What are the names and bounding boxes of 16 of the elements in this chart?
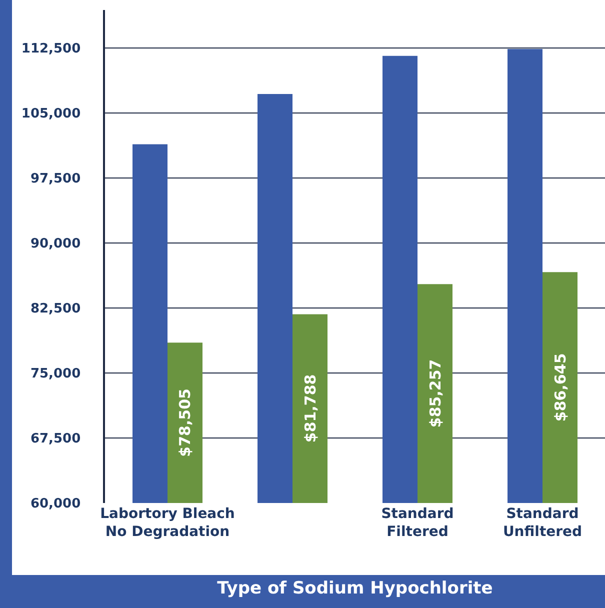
y-tick-label: 97,500 <box>30 172 81 187</box>
y-tick-label: 112,500 <box>21 42 81 57</box>
y-tick-label: 82,500 <box>30 302 81 317</box>
x-tick-label: Labortory Bleach No Degradation <box>100 506 235 540</box>
data-label: $81,788 <box>301 374 320 443</box>
x-axis-title: Type of Sodium Hypochlorite <box>217 578 493 599</box>
x-tick-label: Standard Unfiltered <box>502 506 582 540</box>
x-tick-label: Standard Filtered <box>381 506 454 540</box>
y-tick-label: 75,000 <box>30 366 81 382</box>
data-label: $86,645 <box>551 353 570 422</box>
data-label: $85,257 <box>426 359 444 428</box>
y-tick-label: 60,000 <box>30 496 81 512</box>
y-tick-label: 90,000 <box>30 236 81 252</box>
data-label: $78,505 <box>176 388 194 457</box>
y-tick-label: 67,500 <box>30 432 81 447</box>
y-tick-label: 105,000 <box>21 106 81 122</box>
